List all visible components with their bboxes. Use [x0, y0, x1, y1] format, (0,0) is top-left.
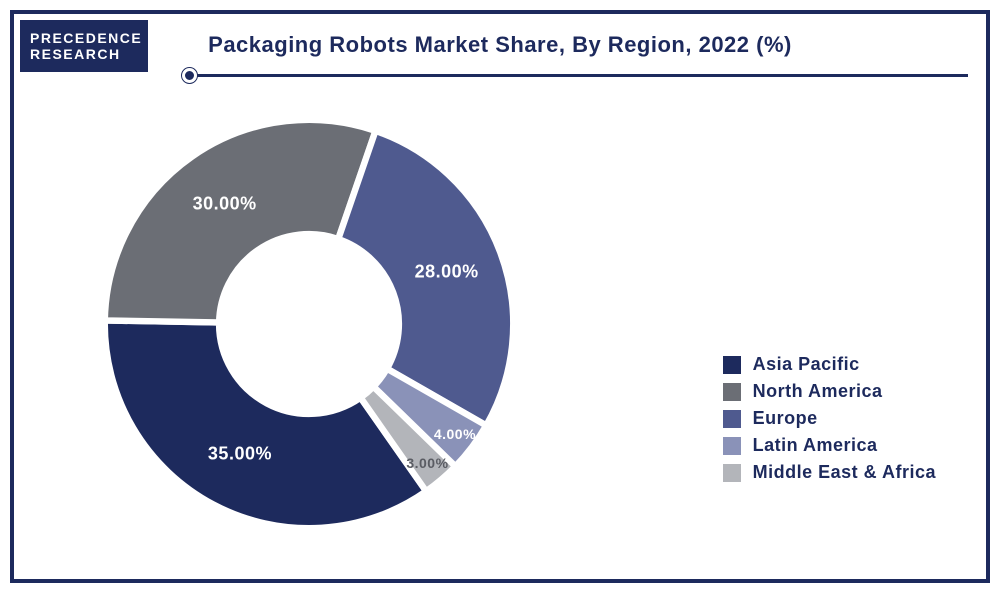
slice-label: 3.00%	[406, 455, 448, 471]
legend: Asia Pacific North America Europe Latin Ame…	[723, 354, 936, 489]
legend-item: Asia Pacific	[723, 354, 936, 375]
chart-frame: PRECEDENCE RESEARCH Packaging Robots Mar…	[10, 10, 990, 583]
slice-label: 30.00%	[193, 193, 257, 214]
slice-label: 4.00%	[434, 426, 476, 442]
donut-slice	[105, 120, 376, 323]
legend-swatch	[723, 383, 741, 401]
legend-swatch	[723, 356, 741, 374]
title-bullet-icon	[182, 68, 197, 83]
legend-label: Middle East & Africa	[753, 462, 936, 483]
legend-item: North America	[723, 381, 936, 402]
chart-title: Packaging Robots Market Share, By Region…	[14, 32, 986, 58]
donut-slices	[105, 120, 514, 529]
legend-item: Europe	[723, 408, 936, 429]
legend-item: Middle East & Africa	[723, 462, 936, 483]
legend-label: North America	[753, 381, 883, 402]
slice-label: 28.00%	[415, 262, 479, 283]
legend-item: Latin America	[723, 435, 936, 456]
title-underline	[189, 74, 968, 77]
legend-swatch	[723, 437, 741, 455]
legend-label: Europe	[753, 408, 818, 429]
legend-label: Latin America	[753, 435, 878, 456]
slice-label: 35.00%	[208, 443, 272, 464]
donut-chart: 35.00% 30.00% 28.00% 4.00% 3.00%	[94, 109, 524, 539]
legend-label: Asia Pacific	[753, 354, 860, 375]
legend-swatch	[723, 464, 741, 482]
donut-svg	[94, 109, 524, 539]
legend-swatch	[723, 410, 741, 428]
